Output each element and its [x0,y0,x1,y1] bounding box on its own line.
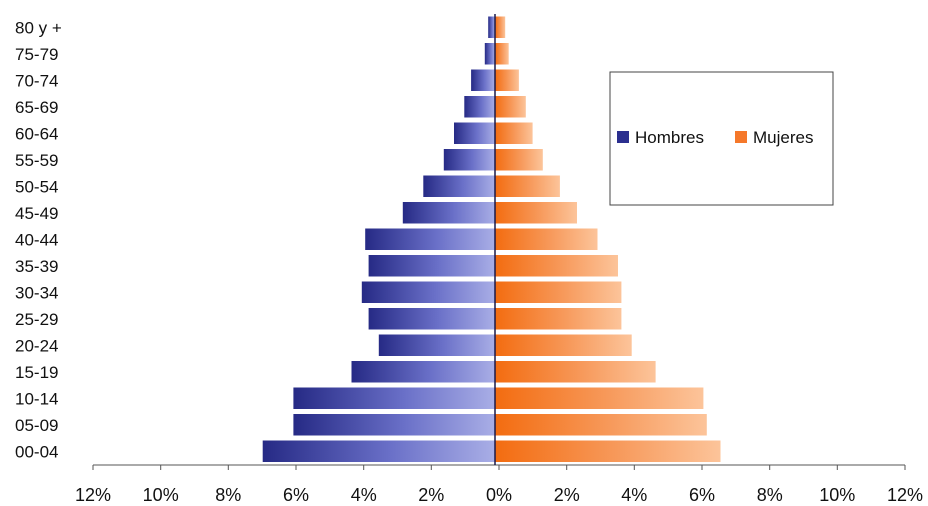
bar-mujeres-80y+ [495,16,506,38]
bar-mujeres-25-29 [495,308,622,330]
legend-box [609,71,834,206]
x-tick-label: 6% [283,485,309,505]
age-label: 20-24 [15,336,58,355]
bar-hombres-35-39 [368,255,495,277]
age-label: 35-39 [15,257,58,276]
age-label: 55-59 [15,151,58,170]
bar-hombres-10-14 [293,387,495,409]
age-labels-group: 00-04 05-09 10-14 15-19 20-24 25-29 30-34 35-39… [15,18,62,461]
bar-mujeres-20-24 [495,334,632,356]
bar-mujeres-35-39 [495,255,618,277]
x-tick-label: 4% [621,485,647,505]
x-tick-label: 6% [689,485,715,505]
x-tick-label: 10% [819,485,855,505]
age-label: 15-19 [15,363,58,382]
age-label: 60-64 [15,124,58,143]
bar-mujeres-05-09 [495,414,707,436]
bar-mujeres-55-59 [495,149,543,171]
x-axis: 12% 10% 8% 6% 4% 2% 0% 2% 4% 6% 8% 10% 12% [75,14,923,505]
bar-hombres-55-59 [443,149,496,171]
legend-swatch-mujeres [735,131,747,143]
bar-hombres-50-54 [423,175,496,197]
bar-hombres-45-49 [402,202,496,224]
bar-hombres-75-79 [484,43,495,65]
bar-mujeres-45-49 [495,202,577,224]
x-tick-label: 10% [143,485,179,505]
bar-hombres-30-34 [361,281,496,303]
bar-mujeres-75-79 [495,43,509,65]
x-tick-label: 0% [486,485,512,505]
bar-mujeres-60-64 [495,122,533,144]
age-label: 40-44 [15,230,58,249]
age-label: 50-54 [15,177,58,196]
legend-swatch-hombres [617,131,629,143]
bar-mujeres-40-44 [495,228,598,250]
legend-label-mujeres: Mujeres [753,128,813,147]
bar-mujeres-70-74 [495,69,519,91]
age-label: 80 y + [15,18,62,37]
bar-mujeres-50-54 [495,175,560,197]
bar-hombres-65-69 [464,96,496,118]
age-label: 45-49 [15,204,58,223]
bar-hombres-15-19 [351,361,495,383]
bar-hombres-25-29 [368,308,495,330]
bar-mujeres-00-04 [495,440,721,462]
bar-hombres-40-44 [365,228,495,250]
bar-hombres-20-24 [378,334,495,356]
bar-mujeres-15-19 [495,361,656,383]
bar-hombres-05-09 [293,414,495,436]
age-label: 75-79 [15,45,58,64]
bar-hombres-70-74 [471,69,495,91]
x-tick-label: 2% [554,485,580,505]
legend: Hombres Mujeres [609,71,834,206]
age-label: 10-14 [15,389,58,408]
x-tick-label: 12% [75,485,111,505]
bar-mujeres-30-34 [495,281,622,303]
age-label: 30-34 [15,283,58,302]
bar-hombres-80y+ [488,16,495,38]
legend-label-hombres: Hombres [635,128,704,147]
bar-hombres-00-04 [262,440,495,462]
x-tick-label: 2% [418,485,444,505]
x-tick-label: 4% [351,485,377,505]
bar-mujeres-65-69 [495,96,526,118]
bars-group [262,16,721,462]
age-label: 25-29 [15,310,58,329]
age-label: 05-09 [15,416,58,435]
x-tick-label: 8% [757,485,783,505]
bar-mujeres-10-14 [495,387,704,409]
age-label: 70-74 [15,71,58,90]
age-label: 65-69 [15,98,58,117]
bar-hombres-60-64 [454,122,495,144]
x-tick-label: 12% [887,485,923,505]
age-label: 00-04 [15,442,58,461]
x-tick-label: 8% [215,485,241,505]
